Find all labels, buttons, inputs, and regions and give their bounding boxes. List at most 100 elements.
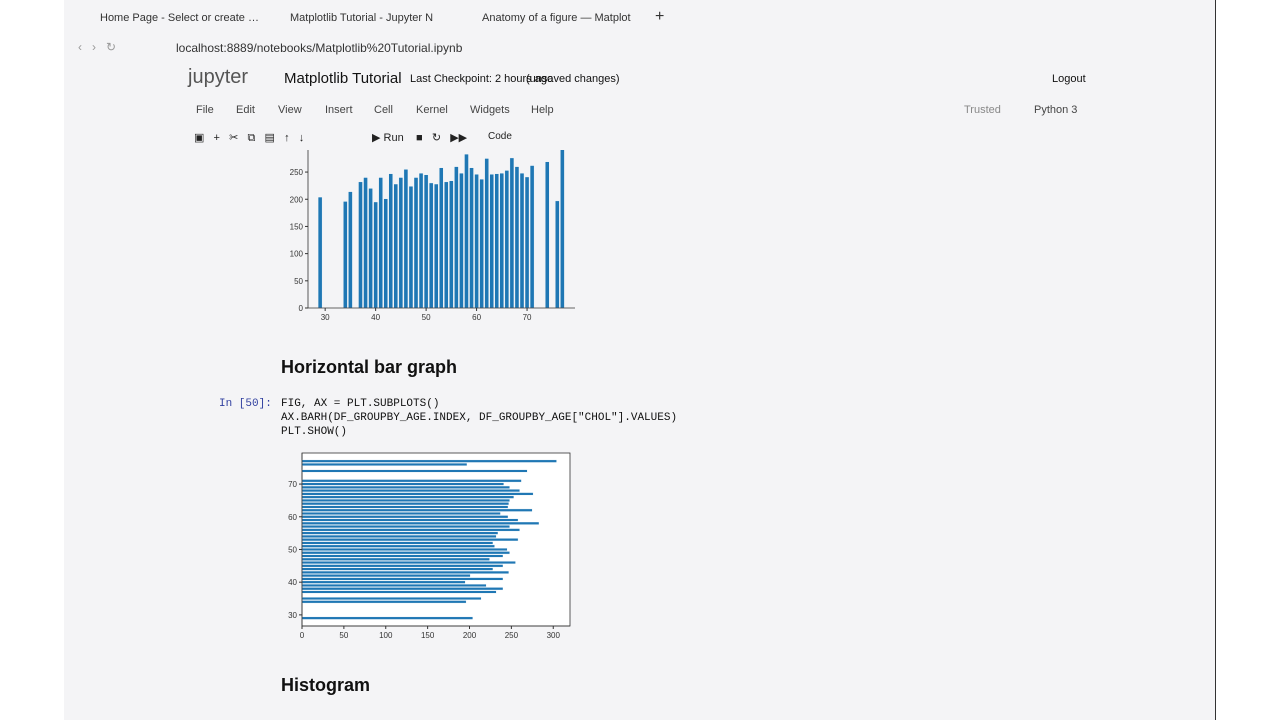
menu-item[interactable]: Insert	[325, 104, 353, 116]
x-tick-label: 100	[379, 631, 393, 640]
tab[interactable]: Home Page - Select or create …	[100, 12, 259, 24]
x-tick-label: 60	[472, 313, 481, 322]
toolbar-icons[interactable]: ▣ + ✂ ⧉ ▤ ↑ ↓	[194, 132, 305, 144]
menu-item[interactable]: Kernel	[416, 104, 448, 116]
charts: 30 40 50 60 70 0 50 100 150 200 250 0 50 100 150 200 250…	[288, 134, 575, 640]
bar	[418, 172, 424, 309]
bar	[433, 183, 439, 309]
bar	[301, 590, 497, 594]
bar	[479, 178, 484, 309]
y-tick-label: 100	[290, 250, 304, 259]
bar	[524, 176, 530, 309]
bar	[301, 583, 487, 587]
bar	[388, 173, 393, 309]
trusted[interactable]: Trusted	[964, 104, 1001, 116]
x-tick-label: 70	[523, 313, 532, 322]
bar	[301, 541, 494, 545]
new-tab[interactable]: +	[655, 8, 665, 25]
bar	[301, 561, 516, 565]
bar	[301, 462, 468, 466]
menu-item[interactable]: Edit	[236, 104, 255, 116]
cell-type[interactable]: Code	[488, 131, 512, 142]
code-line: PLT.SHOW()	[281, 426, 348, 438]
bar	[301, 482, 505, 486]
bar	[301, 616, 474, 620]
x-tick-label: 40	[371, 313, 380, 322]
run-button[interactable]: ▶ Run	[372, 132, 404, 144]
notebook-title[interactable]: Matplotlib Tutorial	[284, 70, 402, 87]
menu-item[interactable]: Help	[531, 104, 554, 116]
bar	[439, 167, 444, 309]
tab[interactable]: Matplotlib Tutorial - Jupyter N	[290, 12, 434, 24]
bar	[301, 515, 509, 519]
browser-window: Home Page - Select or create … Matplotli…	[64, 0, 1216, 720]
bar	[454, 166, 459, 309]
nav-buttons[interactable]: ‹ › ↻	[78, 40, 117, 54]
bar	[408, 185, 414, 309]
x-tick-label: 30	[321, 313, 330, 322]
bar	[301, 508, 533, 512]
bar	[301, 469, 528, 473]
bar	[494, 173, 499, 309]
bar	[301, 577, 504, 581]
bar	[413, 177, 419, 309]
code-line: FIG, AX = PLT.SUBPLOTS()	[281, 398, 440, 410]
heading: Horizontal bar graph	[281, 357, 458, 377]
x-tick-label: 250	[505, 631, 519, 640]
bar	[484, 158, 489, 309]
bar	[519, 172, 525, 309]
bar	[301, 492, 534, 496]
x-tick-label: 50	[339, 631, 348, 640]
url[interactable]: localhost:8889/notebooks/Matplotlib%20Tu…	[176, 41, 463, 55]
bar	[301, 505, 509, 509]
heading: Histogram	[281, 675, 371, 695]
toolbar-icons[interactable]: ■ ↻ ▶▶	[416, 132, 468, 144]
bar	[301, 534, 497, 538]
bar	[301, 518, 519, 522]
menu-item[interactable]: Widgets	[470, 104, 510, 116]
bar	[301, 531, 499, 535]
menu-item[interactable]: Cell	[374, 104, 393, 116]
bar	[343, 201, 348, 309]
bar	[301, 557, 490, 561]
bar	[449, 180, 454, 309]
bar	[301, 489, 520, 493]
bar	[368, 188, 373, 309]
menu-item[interactable]: View	[278, 104, 302, 116]
bar	[504, 170, 510, 309]
kernel[interactable]: Python 3	[1034, 104, 1078, 116]
y-tick-label: 150	[290, 222, 304, 231]
bar	[301, 567, 494, 571]
bar	[373, 201, 378, 309]
bar	[378, 177, 383, 309]
tab[interactable]: Anatomy of a figure — Matplot	[482, 12, 631, 24]
bar	[398, 177, 404, 309]
bar	[301, 502, 510, 506]
bar	[301, 570, 510, 574]
y-tick-label: 60	[288, 513, 297, 522]
bar	[423, 174, 429, 309]
logout[interactable]: Logout	[1052, 73, 1086, 85]
bar	[301, 574, 471, 578]
tab-bar: Home Page - Select or create … Matplotli…	[64, 0, 1215, 38]
bar	[301, 551, 510, 555]
bar	[489, 174, 494, 309]
y-tick-label: 50	[294, 277, 303, 286]
y-tick-label: 50	[288, 545, 297, 554]
bar	[358, 181, 363, 309]
logo[interactable]: jupyter	[188, 66, 249, 88]
bar	[428, 182, 434, 309]
bar	[301, 495, 515, 499]
y-tick-label: 250	[290, 168, 304, 177]
y-tick-label: 70	[288, 480, 297, 489]
bar	[383, 198, 388, 309]
status: (unsaved changes)	[526, 73, 620, 85]
checkpoint: Last Checkpoint: 2 hours ago	[410, 73, 554, 85]
menu-item[interactable]: File	[196, 104, 214, 116]
prompt: In [50]:	[219, 398, 272, 410]
bar	[301, 479, 522, 483]
bar	[464, 153, 469, 309]
x-tick-label: 300	[547, 631, 561, 640]
bar	[301, 600, 467, 604]
